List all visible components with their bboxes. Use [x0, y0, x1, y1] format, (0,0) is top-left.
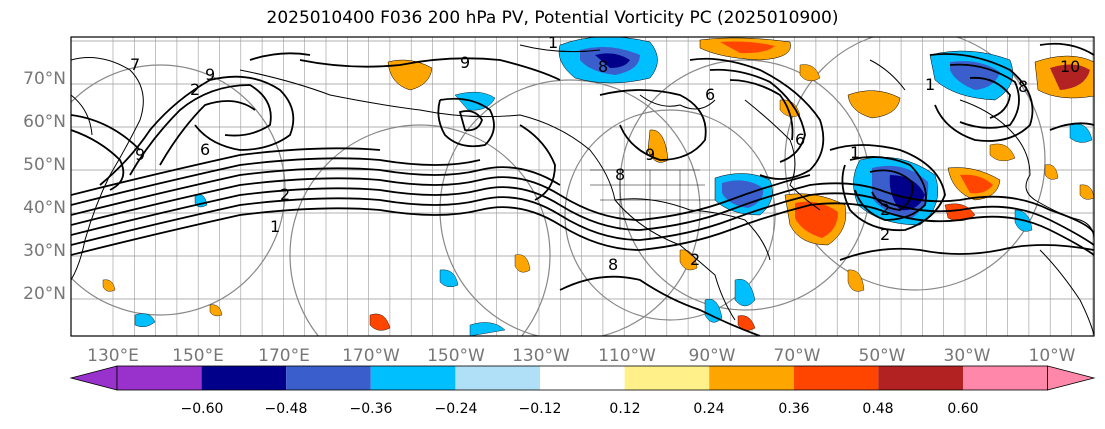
contour-label: 2	[880, 225, 890, 244]
colorbar-tick-label: −0.36	[350, 401, 393, 417]
latitude-labels: 70°N 60°N 50°N 40°N 30°N 20°N	[23, 69, 66, 304]
pv-shading	[102, 37, 1094, 336]
lon-label: 150°E	[172, 346, 224, 366]
colorbar-swatch	[540, 366, 625, 390]
colorbar-swatch	[709, 366, 794, 390]
lon-label: 110°W	[598, 346, 656, 366]
lon-label: 170°W	[342, 346, 400, 366]
lon-label: 70°W	[774, 346, 821, 366]
contour-label: 8	[1018, 77, 1028, 96]
lat-label: 30°N	[23, 241, 66, 261]
colorbar-tick-label: 0.24	[693, 401, 724, 417]
colorbar-swatch	[878, 366, 963, 390]
contour-label: 1	[850, 143, 860, 162]
contour-label: 2	[880, 200, 890, 219]
lat-label: 20°N	[23, 284, 66, 304]
contour-label: 9	[645, 145, 655, 164]
colorbar-extend-min	[69, 365, 118, 391]
lat-label: 60°N	[23, 112, 66, 132]
contour-label: 6	[200, 140, 210, 159]
lat-label: 70°N	[23, 69, 66, 89]
colorbar-tick-label: −0.12	[519, 401, 562, 417]
colorbar-ticks: −0.60 −0.48 −0.36 −0.24 −0.12 0.12 0.24 …	[181, 401, 979, 417]
contour-label: 1	[925, 75, 935, 94]
contour-label: 8	[615, 165, 625, 184]
contour-label: 6	[705, 85, 715, 104]
lon-label: 10°W	[1029, 346, 1076, 366]
contour-label: 1	[548, 33, 558, 52]
lon-label: 130°E	[87, 346, 139, 366]
contour-label: 6	[795, 130, 805, 149]
contour-label: 10	[1060, 57, 1080, 76]
colorbar-extend-max	[1047, 365, 1096, 391]
contour-label: 9	[205, 65, 215, 84]
colorbar-outline	[116, 365, 1048, 391]
colorbar-tick-label: 0.60	[947, 401, 978, 417]
colorbar-tick-label: 0.48	[862, 401, 893, 417]
contour-label: 2	[280, 185, 290, 204]
colorbar-swatch	[455, 366, 540, 390]
colorbar-swatch	[286, 366, 371, 390]
colorbar-tick-label: 0.12	[609, 401, 640, 417]
contour-label: 9	[135, 145, 145, 164]
lon-label: 50°W	[859, 346, 906, 366]
lon-label: 30°W	[944, 346, 991, 366]
state-borders	[590, 169, 715, 245]
lon-label: 170°E	[258, 346, 310, 366]
contour-label: 8	[608, 255, 618, 274]
colorbar-tick-label: 0.36	[778, 401, 809, 417]
lon-label: 90°W	[689, 346, 736, 366]
pv-contours	[71, 42, 1094, 336]
lat-label: 40°N	[23, 198, 66, 218]
colorbar-tick-label: −0.60	[181, 401, 224, 417]
map-title: 2025010400 F036 200 hPa PV, Potential Vo…	[266, 8, 839, 28]
contour-label: 2	[690, 250, 700, 269]
colorbar-swatch	[963, 366, 1048, 390]
contour-label: 8	[598, 57, 608, 76]
lon-label: 150°W	[427, 346, 485, 366]
colorbar-tick-label: −0.48	[265, 401, 308, 417]
coastlines	[71, 44, 1094, 336]
contour-label: 9	[460, 53, 470, 72]
colorbar-swatch	[624, 366, 710, 390]
lat-label: 50°N	[23, 155, 66, 175]
contour-label: 1	[270, 217, 280, 236]
contour-label: 7	[130, 55, 140, 74]
lon-label: 130°W	[512, 346, 570, 366]
colorbar-swatch	[370, 366, 456, 390]
longitude-labels: 130°E 150°E 170°E 170°W 150°W 130°W 110°…	[87, 346, 1076, 366]
map-frame	[70, 36, 1095, 337]
colorbar-swatch	[201, 366, 287, 390]
colorbar-swatch	[793, 366, 879, 390]
colorbar-swatch	[117, 366, 202, 390]
colorbar	[69, 365, 1096, 391]
colorbar-tick-label: −0.24	[435, 401, 478, 417]
contour-label: 2	[190, 80, 200, 99]
